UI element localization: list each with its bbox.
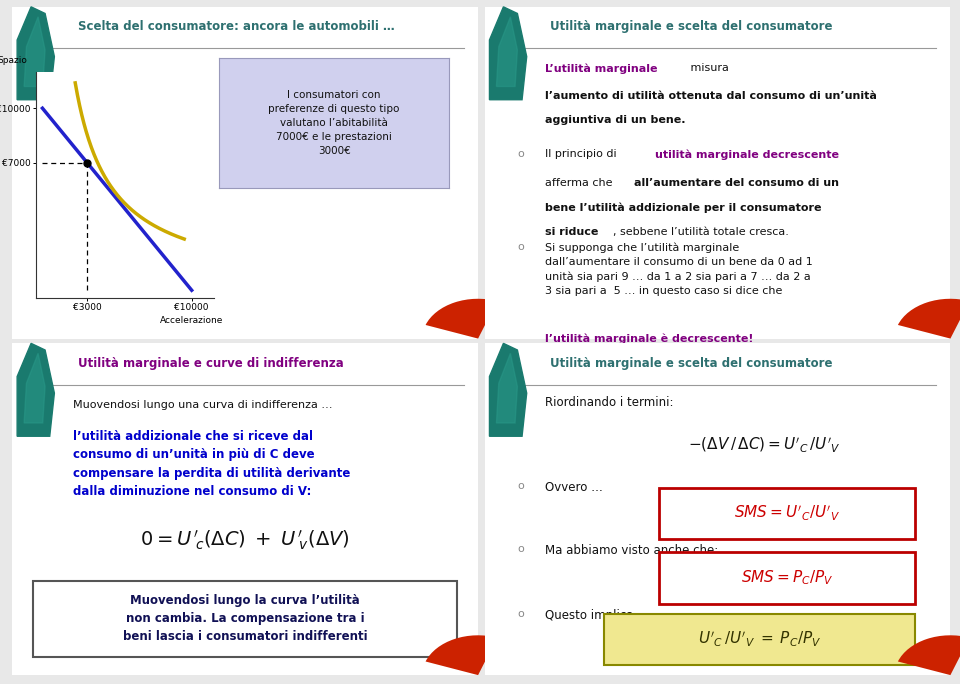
Polygon shape: [490, 343, 527, 436]
Text: Accelerazione: Accelerazione: [159, 315, 223, 325]
Text: misura: misura: [687, 63, 732, 73]
Text: Spazio: Spazio: [0, 56, 27, 65]
Text: l’utilità marginale è decrescente!: l’utilità marginale è decrescente!: [545, 334, 754, 344]
Text: Muovendosi lungo una curva di indifferenza …: Muovendosi lungo una curva di indifferen…: [73, 399, 332, 410]
Text: 46: 46: [915, 322, 927, 332]
Text: Muovendosi lungo la curva l’utilità
non cambia. La compensazione tra i
beni lasc: Muovendosi lungo la curva l’utilità non …: [123, 594, 368, 643]
FancyBboxPatch shape: [34, 581, 457, 657]
FancyBboxPatch shape: [660, 488, 916, 539]
Text: , sebbene l’utilità totale cresca.: , sebbene l’utilità totale cresca.: [612, 228, 789, 237]
Text: $-(\Delta V\,/\,\Delta C)=U'_C\,/U'_V$: $-(\Delta V\,/\,\Delta C)=U'_C\,/U'_V$: [688, 435, 840, 454]
Text: 48: 48: [915, 659, 927, 668]
Text: Il principio di: Il principio di: [545, 150, 620, 159]
Polygon shape: [17, 343, 55, 436]
Wedge shape: [425, 299, 497, 339]
Text: o: o: [517, 609, 524, 619]
Wedge shape: [898, 635, 960, 675]
FancyBboxPatch shape: [604, 614, 916, 665]
Text: o: o: [517, 481, 524, 491]
Text: Si supponga che l’utilità marginale
dall’aumentare il consumo di un bene da 0 ad: Si supponga che l’utilità marginale dall…: [545, 242, 813, 295]
Text: L’utilità marginale: L’utilità marginale: [545, 63, 658, 74]
Text: o: o: [45, 399, 52, 410]
Text: $SMS = P_C/P_V$: $SMS = P_C/P_V$: [741, 568, 833, 588]
Polygon shape: [24, 17, 45, 86]
Text: l’aumento di utilità ottenuta dal consumo di un’unità: l’aumento di utilità ottenuta dal consum…: [545, 92, 877, 101]
Text: Questo implica:: Questo implica:: [545, 609, 637, 622]
Text: Riordinando i termini:: Riordinando i termini:: [545, 397, 674, 410]
Polygon shape: [496, 354, 517, 423]
Text: all’aumentare del consumo di un: all’aumentare del consumo di un: [634, 178, 839, 187]
Polygon shape: [490, 7, 527, 100]
Text: bene l’utilità addizionale per il consumatore: bene l’utilità addizionale per il consum…: [545, 202, 822, 213]
Text: o: o: [517, 397, 524, 406]
Text: Ma abbiamo visto anche che:: Ma abbiamo visto anche che:: [545, 544, 719, 557]
Text: Utilità marginale e scelta del consumatore: Utilità marginale e scelta del consumato…: [550, 356, 832, 369]
Polygon shape: [17, 7, 55, 100]
Text: aggiuntiva di un bene.: aggiuntiva di un bene.: [545, 115, 685, 124]
Text: 47: 47: [443, 659, 455, 668]
Text: o: o: [517, 544, 524, 554]
Wedge shape: [425, 635, 497, 675]
Polygon shape: [24, 354, 45, 423]
Text: 45: 45: [443, 322, 455, 332]
Text: o: o: [517, 150, 524, 159]
Wedge shape: [898, 299, 960, 339]
Text: Scelta del consumatore: ancora le automobili …: Scelta del consumatore: ancora le automo…: [78, 20, 395, 33]
FancyBboxPatch shape: [660, 553, 916, 604]
Text: afferma che: afferma che: [545, 178, 616, 187]
Text: $SMS = U'_C/U'_V$: $SMS = U'_C/U'_V$: [734, 503, 840, 523]
Text: si riduce: si riduce: [545, 228, 599, 237]
Text: $U'_C\,/U'_V\;=\;P_C/P_V$: $U'_C\,/U'_V\;=\;P_C/P_V$: [698, 630, 821, 649]
Text: utilità marginale decrescente: utilità marginale decrescente: [655, 150, 839, 160]
Text: $0 = U\,'\!_c(\Delta C)\;+\;U\,'\!_v(\Delta V)$: $0 = U\,'\!_c(\Delta C)\;+\;U\,'\!_v(\De…: [140, 529, 350, 553]
Text: Ovvero …: Ovvero …: [545, 481, 603, 494]
Polygon shape: [496, 17, 517, 86]
Text: Utilità marginale e curve di indifferenza: Utilità marginale e curve di indifferenz…: [78, 356, 344, 369]
Text: Utilità marginale e scelta del consumatore: Utilità marginale e scelta del consumato…: [550, 20, 832, 33]
Text: I consumatori con
preferenze di questo tipo
valutano l’abitabilità
7000€ e le pr: I consumatori con preferenze di questo t…: [269, 90, 399, 156]
Text: o: o: [517, 242, 524, 252]
Text: l’utilità addizionale che si riceve dal
consumo di un’unità in più di C deve
com: l’utilità addizionale che si riceve dal …: [73, 430, 350, 498]
Text: o: o: [517, 63, 524, 73]
